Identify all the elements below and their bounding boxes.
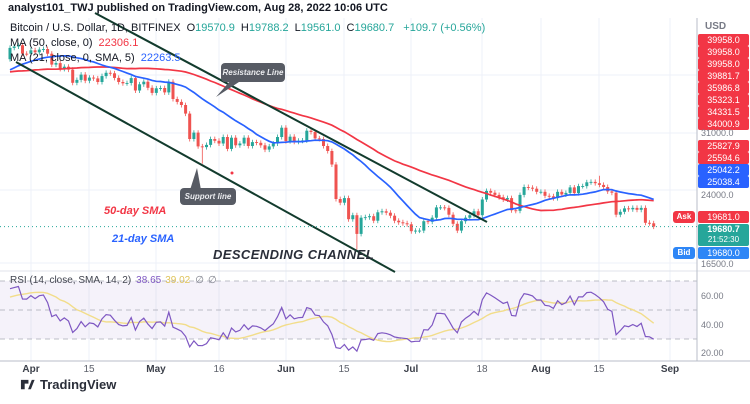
price-axis-label: 25827.9 <box>698 140 749 152</box>
time-axis-tick: 18 <box>476 364 488 375</box>
last-price-countdown-label: 19680.7 21:52:30 <box>698 224 749 246</box>
rsi-legend-row[interactable]: RSI (14, close, SMA, 14, 2) 38.65 39.02 ∅∅ <box>10 275 221 286</box>
price-axis-label: 35323.1 <box>698 94 749 106</box>
price-axis-label: 25594.6 <box>698 152 749 164</box>
time-axis-tick: 15 <box>83 364 95 375</box>
ma21-value: 22263.5 <box>140 52 181 64</box>
price-axis-label: 35986.8 <box>698 82 749 94</box>
price-axis-tick: 40.00 <box>701 320 724 330</box>
price-axis-label: 25042.2 <box>698 164 749 176</box>
ohlc-values: O19570.9 H19788.2 L19561.0 C19680.7 <box>181 22 395 34</box>
price-axis-tick: 16500.0 <box>701 259 734 269</box>
price-axis-label: 19680.0 <box>698 247 749 259</box>
ohlc-key: C <box>346 22 355 34</box>
ohlc-key: H <box>240 22 249 34</box>
currency-label: USD <box>705 21 727 32</box>
bar-countdown: 21:52:30 <box>707 235 740 244</box>
rsi-ma-value: 39.02 <box>165 275 191 286</box>
sma50-annotation[interactable]: 50-day SMA <box>104 205 167 217</box>
time-axis-tick: Aug <box>531 364 551 375</box>
price-axis-label: 39958.0 <box>698 34 749 46</box>
rsi-null-values: ∅∅ <box>195 275 221 286</box>
descending-channel-annotation[interactable]: DESCENDING CHANNEL <box>213 247 375 262</box>
rsi-value: 38.65 <box>136 275 162 286</box>
ma21-label: MA (21, close, 0, SMA, 5) <box>10 52 135 64</box>
tradingview-watermark[interactable]: TradingView <box>20 377 116 392</box>
ohlc-value: 19570.9 <box>195 22 235 34</box>
time-axis-tick: 15 <box>338 364 350 375</box>
price-axis-label: 39958.0 <box>698 58 749 70</box>
ohlc-value: 19788.2 <box>248 22 289 34</box>
ma50-value: 22306.1 <box>98 37 139 49</box>
price-axis-tick: 20.00 <box>701 348 724 358</box>
bid-tag[interactable]: Bid <box>673 247 695 259</box>
price-axis-label: 19681.0 <box>698 211 749 223</box>
price-axis-tick: 60.00 <box>701 291 724 301</box>
time-axis-tick: 16 <box>213 364 225 375</box>
time-axis-tick: May <box>146 364 166 375</box>
resistance-line-label[interactable]: Resistance Line <box>221 63 285 82</box>
rsi-label: RSI (14, close, SMA, 14, 2) <box>10 275 132 286</box>
ohlc-key: O <box>186 22 196 34</box>
change-value: +109.7 (+0.56%) <box>403 22 486 34</box>
price-axis-label: 39881.7 <box>698 70 749 82</box>
time-axis-tick: Apr <box>22 364 40 375</box>
price-axis-tick: 31000.0 <box>701 128 734 138</box>
tradingview-watermark-text: TradingView <box>40 377 117 392</box>
time-axis-tick: Sep <box>660 364 680 375</box>
ma21-legend-row[interactable]: MA (21, close, 0, SMA, 5) 22263.5 <box>10 52 180 64</box>
price-axis-label: 34331.5 <box>698 106 749 118</box>
price-axis-label: 39958.0 <box>698 46 749 58</box>
ohlc-value: 19680.7 <box>354 22 395 34</box>
last-price: 19680.7 <box>707 224 740 234</box>
published-header: analyst101_TWJ published on TradingView.… <box>8 2 388 14</box>
time-axis-tick: 15 <box>593 364 605 375</box>
price-axis-label: 34000.9 <box>698 118 749 130</box>
ohlc-value: 19561.0 <box>300 22 341 34</box>
time-axis-tick: Jul <box>403 364 419 375</box>
symbol-title: Bitcoin / U.S. Dollar, 1D, BITFINEX <box>10 22 181 34</box>
sma21-annotation[interactable]: 21-day SMA <box>112 233 175 245</box>
time-axis-tick: Jun <box>277 364 295 375</box>
symbol-legend-row[interactable]: Bitcoin / U.S. Dollar, 1D, BITFINEX O1957… <box>10 22 485 34</box>
ask-tag[interactable]: Ask <box>673 211 695 223</box>
support-line-label[interactable]: Support line <box>180 188 236 205</box>
tradingview-logo-icon <box>20 377 35 392</box>
ohlc-key: L <box>294 22 301 34</box>
price-axis-tick: 24000.0 <box>701 190 734 200</box>
ma50-legend-row[interactable]: MA (50, close, 0) 22306.1 <box>10 37 138 49</box>
price-axis-label: 25038.4 <box>698 176 749 188</box>
ma50-label: MA (50, close, 0) <box>10 37 93 49</box>
